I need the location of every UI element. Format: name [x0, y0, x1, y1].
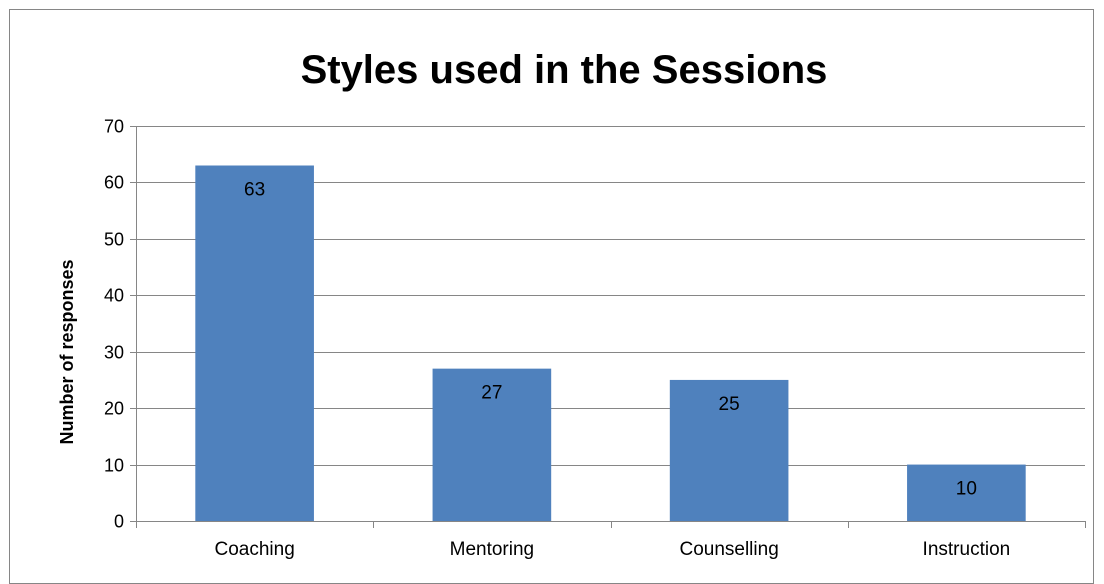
axes [130, 126, 1086, 528]
data-label-coaching: 63 [244, 180, 265, 201]
y-tick-label-40: 40 [104, 286, 124, 306]
data-label-mentoring: 27 [481, 383, 502, 404]
bar-counselling [669, 379, 789, 521]
y-tick-label-20: 20 [104, 399, 124, 419]
y-tick-label-70: 70 [104, 117, 124, 137]
bar-instruction [907, 464, 1026, 521]
x-tick-label-mentoring: Mentoring [450, 539, 535, 560]
y-tick-label-0: 0 [114, 512, 124, 532]
y-tick-label-30: 30 [104, 343, 124, 363]
bars [195, 165, 1026, 521]
y-tick-label-50: 50 [104, 230, 124, 250]
y-axis-label: Number of responses [57, 259, 77, 444]
bar-coaching [195, 165, 314, 521]
x-tick-label-instruction: Instruction [923, 539, 1011, 560]
tick-labels: 0 10 20 30 40 50 60 70 63 Coaching 27 Mentoring 25 Co… [104, 117, 1010, 561]
chart-title: Styles used in the Sessions [301, 48, 828, 92]
bar-mentoring [432, 368, 552, 521]
y-tick-label-10: 10 [104, 456, 124, 476]
x-tick-label-coaching: Coaching [214, 539, 294, 560]
y-tick-label-60: 60 [104, 173, 124, 193]
data-label-counselling: 25 [719, 394, 740, 415]
x-tick-label-counselling: Counselling [679, 539, 778, 560]
data-label-instruction: 10 [956, 479, 977, 500]
